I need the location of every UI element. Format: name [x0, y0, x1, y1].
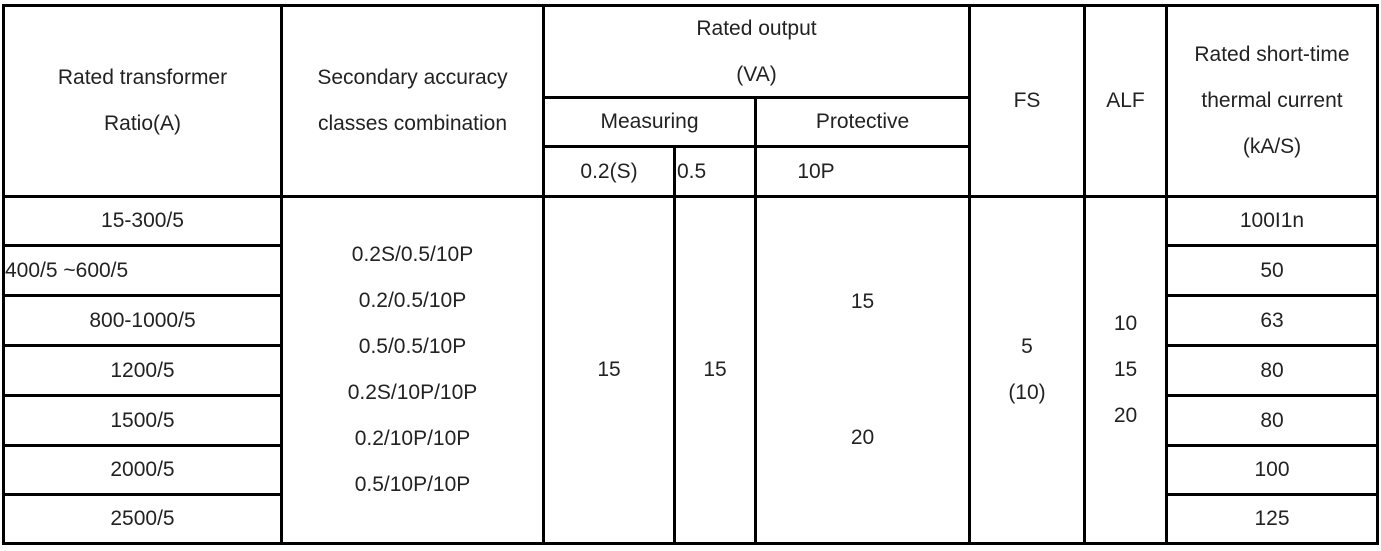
header-thermal: Rated short-time thermal current (kA/S) [1168, 7, 1376, 195]
alf-value-line: 10 [1113, 312, 1138, 335]
thermal-cell: 80 [1260, 408, 1284, 432]
ratio-cell: 1200/5 [110, 358, 175, 382]
protective-value-bottom: 20 [850, 426, 875, 449]
thermal-cell: 125 [1254, 507, 1290, 530]
header-classes: Secondary accuracy classes combination [283, 7, 542, 195]
table-border-top [2, 4, 1379, 7]
header-05: 0.5 [677, 159, 707, 183]
fs-value-line: (10) [1008, 381, 1046, 404]
fs-value: 5 (10) [971, 198, 1083, 542]
ratio-cell: 2000/5 [110, 458, 175, 481]
sub-divider [543, 145, 971, 148]
column-divider [1083, 4, 1086, 545]
row-divider [1165, 244, 1379, 247]
column-divider [968, 4, 971, 545]
thermal-cell: 80 [1260, 358, 1284, 382]
header-thermal-line2: thermal current [1201, 89, 1343, 112]
column-divider [673, 145, 676, 545]
header-10p: 10P [797, 159, 835, 183]
row-divider [2, 493, 282, 496]
column-divider [754, 96, 757, 545]
row-divider [2, 244, 282, 247]
fs-value-line: 5 [1021, 335, 1033, 358]
row-divider [1165, 444, 1379, 447]
classes-combination-list: 0.2S/0.5/10P 0.2/0.5/10P 0.5/0.5/10P 0.2… [283, 198, 542, 542]
class-combination: 0.2/10P/10P [354, 427, 471, 450]
header-fs: FS [1013, 89, 1041, 112]
header-protective: Protective [815, 110, 910, 133]
header-measuring: Measuring [600, 110, 699, 133]
header-ratio-line1: Rated transformer [57, 66, 228, 89]
class-combination: 0.5/0.5/10P [358, 335, 467, 358]
header-ratio-line2: Ratio(A) [103, 112, 182, 135]
row-divider [2, 444, 282, 447]
header-output-line1: Rated output [696, 16, 817, 40]
thermal-cell: 100 [1254, 458, 1290, 481]
header-thermal-line3: (kA/S) [1242, 135, 1302, 158]
class-combination: 0.5/10P/10P [354, 473, 471, 496]
thermal-cell: 100I1n [1239, 209, 1305, 232]
column-divider [280, 4, 283, 545]
row-divider [1165, 493, 1379, 496]
class-combination: 0.2/0.5/10P [358, 289, 467, 312]
class-combination: 0.2S/0.5/10P [351, 243, 474, 266]
thermal-cell: 50 [1260, 258, 1284, 282]
alf-value-line: 15 [1113, 358, 1138, 381]
table-border-left [2, 4, 5, 545]
row-divider [2, 394, 282, 397]
header-alf: ALF [1106, 89, 1145, 112]
ratio-cell: 400/5 ~600/5 [5, 258, 129, 282]
class-combination: 0.2S/10P/10P [347, 381, 478, 404]
header-classes-line1: Secondary accuracy [317, 66, 508, 89]
column-divider [1165, 4, 1168, 545]
ratio-cell: 15-300/5 [101, 209, 184, 232]
table-border-right [1376, 4, 1379, 545]
row-divider [2, 294, 282, 297]
measuring-02s-value: 15 [597, 358, 621, 381]
ratio-cell: 1500/5 [110, 408, 175, 432]
thermal-cell: 63 [1260, 308, 1284, 332]
ratio-cell: 2500/5 [110, 507, 175, 530]
row-divider [1165, 344, 1379, 347]
row-divider [2, 344, 282, 347]
alf-value-line: 20 [1113, 404, 1138, 427]
row-divider [1165, 294, 1379, 297]
header-ratio: Rated transformer Ratio(A) [5, 7, 280, 195]
header-divider [2, 195, 1379, 198]
column-divider [542, 4, 545, 545]
row-divider [1165, 394, 1379, 397]
ratio-cell: 800-1000/5 [89, 308, 196, 332]
table-border-bottom [2, 542, 1379, 545]
header-output-line2: (VA) [736, 62, 777, 86]
measuring-05-value: 15 [703, 358, 727, 381]
header-02s: 0.2(S) [580, 159, 638, 183]
header-classes-line2: classes combination [317, 112, 508, 135]
output-divider [543, 96, 971, 99]
header-thermal-line1: Rated short-time [1194, 43, 1350, 66]
alf-value: 10 15 20 [1086, 198, 1165, 542]
header-output: Rated output (VA) [545, 7, 968, 96]
protective-value-top: 15 [850, 290, 875, 313]
